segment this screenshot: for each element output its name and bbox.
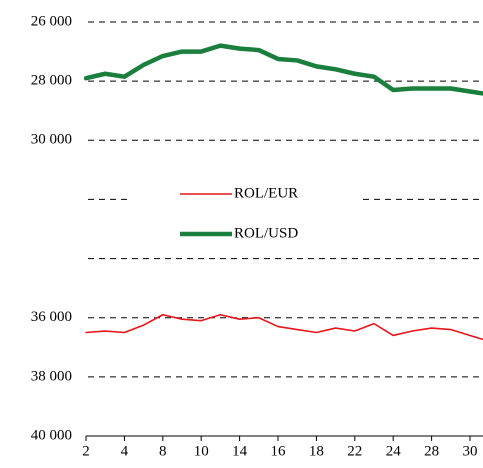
x-tick-label: 14 <box>232 443 248 459</box>
x-tick-label: 4 <box>121 443 129 459</box>
series-line <box>84 43 483 96</box>
y-tick-label: 40 000 <box>31 427 72 443</box>
y-tick-label: 38 000 <box>31 368 72 384</box>
x-tick-label: 10 <box>194 443 209 459</box>
x-tick-label: 24 <box>386 443 402 459</box>
series-line <box>85 313 483 341</box>
x-tick-label: 2 <box>82 443 90 459</box>
y-tick-label: 28 000 <box>31 73 72 89</box>
x-tick-label: 16 <box>271 443 287 459</box>
y-tick-label: 36 000 <box>31 309 72 325</box>
legend-label: ROL/USD <box>234 225 298 241</box>
x-tick-label: 8 <box>159 443 167 459</box>
x-tick-label: 30 <box>463 443 478 459</box>
grid: 26 000 28 000 30 000 36 000 38 000 40 000 <box>31 13 483 443</box>
legend-box <box>132 172 358 248</box>
x-tick-label: 22 <box>347 443 362 459</box>
legend: ROL/EUR ROL/USD <box>132 172 358 248</box>
x-tick-label: 28 <box>424 443 439 459</box>
x-tick-label: 18 <box>309 443 324 459</box>
plot-area <box>84 43 483 341</box>
x-axis: 2 4 8 10 14 16 18 22 24 28 30 <box>82 435 483 459</box>
y-tick-label: 30 000 <box>31 132 72 148</box>
y-tick-label: 26 000 <box>31 13 72 29</box>
legend-label: ROL/EUR <box>234 185 298 201</box>
